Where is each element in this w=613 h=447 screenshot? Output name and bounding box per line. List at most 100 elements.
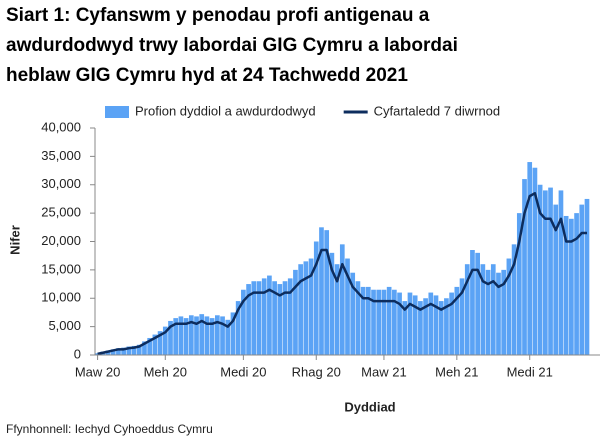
bar xyxy=(574,213,579,355)
bar xyxy=(215,315,220,355)
x-tick-label: Rhag 20 xyxy=(292,364,341,379)
bar xyxy=(126,346,132,355)
y-tick-label: 25,000 xyxy=(41,205,81,220)
bar xyxy=(418,301,423,355)
bar xyxy=(412,295,418,355)
bar xyxy=(251,281,257,355)
bar xyxy=(162,326,168,355)
y-tick-label: 20,000 xyxy=(41,233,81,248)
bar xyxy=(319,227,324,355)
bar xyxy=(397,292,402,355)
bar xyxy=(537,184,543,355)
bar xyxy=(464,264,470,355)
bar xyxy=(355,281,361,355)
x-tick-label: Medi 20 xyxy=(220,364,266,379)
bar xyxy=(475,252,480,355)
y-tick-label: 10,000 xyxy=(41,290,81,305)
x-tick-label: Maw 21 xyxy=(361,364,407,379)
bar xyxy=(152,334,158,355)
bar xyxy=(553,204,559,355)
bar xyxy=(527,162,533,355)
bar xyxy=(532,167,538,355)
bar xyxy=(490,264,496,355)
bar xyxy=(480,264,486,355)
bar xyxy=(267,275,272,355)
chart-title: awdurdodwyd trwy labordai GIG Cymru a la… xyxy=(6,35,458,56)
y-tick-label: 40,000 xyxy=(41,119,81,134)
bar xyxy=(402,301,408,355)
bar xyxy=(511,244,517,355)
bar xyxy=(168,320,173,355)
bar xyxy=(423,298,428,355)
bar xyxy=(365,286,371,355)
bar xyxy=(204,316,210,355)
bar xyxy=(339,244,345,355)
bar xyxy=(173,318,179,355)
bar xyxy=(277,284,283,355)
bar xyxy=(522,179,527,355)
y-tick-label: 0 xyxy=(74,346,81,361)
bar xyxy=(381,289,387,355)
bar xyxy=(147,337,153,355)
bar xyxy=(506,258,512,355)
bar xyxy=(199,314,205,355)
bar xyxy=(548,187,553,355)
average-line xyxy=(97,192,587,356)
bar xyxy=(183,318,189,355)
bar xyxy=(287,278,293,355)
bar xyxy=(501,269,507,355)
bar xyxy=(157,331,163,355)
bar xyxy=(386,286,392,355)
bar xyxy=(392,289,397,355)
y-axis-title: Nifer xyxy=(7,225,22,255)
y-tick-label: 15,000 xyxy=(41,261,81,276)
bar xyxy=(350,272,356,355)
bar xyxy=(142,341,147,355)
bar xyxy=(496,272,501,355)
bar xyxy=(235,301,241,355)
bar xyxy=(298,264,303,355)
bar xyxy=(110,349,116,355)
x-tick-label: Meh 20 xyxy=(144,364,187,379)
source: Ffynhonnell: Iechyd Cyhoeddus Cymru xyxy=(6,422,213,436)
x-tick-label: Maw 20 xyxy=(75,364,121,379)
bar xyxy=(272,281,277,355)
bar xyxy=(516,213,522,355)
bar xyxy=(178,316,184,355)
bar xyxy=(303,261,309,355)
bar xyxy=(438,301,444,355)
bar xyxy=(194,316,199,355)
bar xyxy=(449,292,454,355)
bar xyxy=(459,278,465,355)
bar xyxy=(542,190,548,355)
x-axis-title: Dyddiad xyxy=(344,399,395,414)
bar xyxy=(246,284,251,355)
bar xyxy=(360,286,366,355)
bar xyxy=(329,252,335,355)
bar xyxy=(324,230,330,355)
y-tick-label: 35,000 xyxy=(41,148,81,163)
legend-label: Profion dyddiol a awdurdodwyd xyxy=(135,103,316,118)
chart-title: Siart 1: Cyfanswm y penodau profi antige… xyxy=(6,5,430,26)
bar xyxy=(313,241,319,355)
legend-label: Cyfartaledd 7 diwrnod xyxy=(374,103,500,118)
bar xyxy=(256,281,262,355)
legend-swatch xyxy=(105,106,129,118)
x-tick-label: Medi 21 xyxy=(507,364,553,379)
y-tick-label: 30,000 xyxy=(41,176,81,191)
bar xyxy=(558,190,564,355)
bar xyxy=(579,204,585,355)
bar xyxy=(116,348,121,355)
bar xyxy=(485,269,491,355)
bar xyxy=(282,281,288,355)
y-tick-label: 5,000 xyxy=(48,318,81,333)
bar xyxy=(584,198,590,355)
bar xyxy=(334,264,340,355)
chart-title: heblaw GIG Cymru hyd at 24 Tachwedd 2021 xyxy=(6,65,408,86)
bar xyxy=(209,318,215,355)
bar xyxy=(454,286,460,355)
bar xyxy=(433,295,439,355)
bar xyxy=(308,258,314,355)
bar xyxy=(371,289,376,355)
